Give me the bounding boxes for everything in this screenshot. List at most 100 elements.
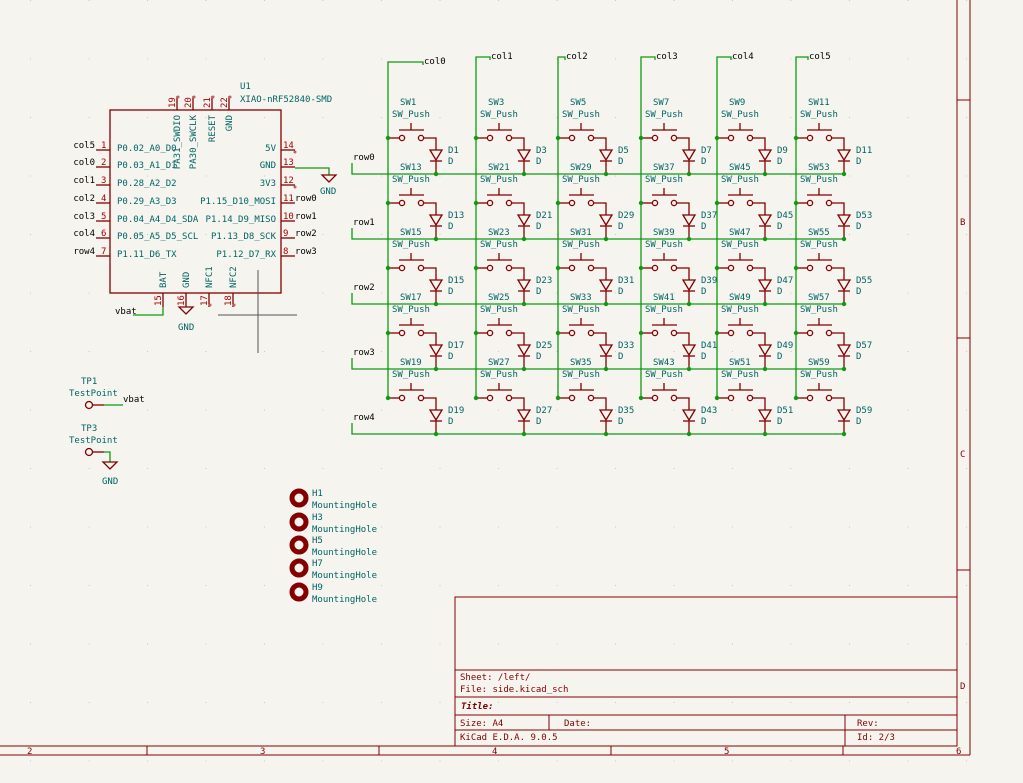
mcu-pin-left[interactable]: 2 P0.03_A1_D1 col0: [73, 158, 176, 171]
diode-value: D: [701, 157, 706, 167]
border-column-label: 4: [492, 747, 497, 757]
key-switch-cell[interactable]: SW7 SW_Push D7D: [638, 98, 712, 177]
mcu-pin-top[interactable]: 20 PA30_SWCLK: [184, 95, 199, 170]
switch-reference: SW51: [729, 358, 751, 368]
column-net-col4[interactable]: col4: [716, 52, 754, 398]
grid-dot: [88, 526, 90, 528]
mcu-pin-left[interactable]: 7 P1.11_D6_TX row4: [73, 247, 177, 260]
mcu-pin-left[interactable]: 5 P0.04_A4_D4_SDA col3: [73, 212, 199, 225]
mcu-pin-right[interactable]: 12 3V3: [260, 176, 297, 189]
row-net-row0[interactable]: row0: [351, 153, 844, 175]
diode-value: D: [536, 157, 541, 167]
column-net-col1[interactable]: col1: [475, 52, 513, 398]
mounting-hole[interactable]: H3 MountingHole: [289, 512, 377, 535]
mcu-symbol[interactable]: U1 XIAO-nRF52840-SMD 1 P0.02_A0_D0 col5 2 P0.0…: [73, 82, 338, 333]
mcu-pin-top[interactable]: 19 PA31_SWDIO: [168, 95, 183, 170]
mounting-hole[interactable]: H5 MountingHole: [289, 535, 377, 558]
grid-dot: [147, 351, 148, 352]
row-net-row2[interactable]: row2: [351, 283, 844, 305]
grid-dot: [264, 175, 265, 177]
mcu-pin-right[interactable]: 10 P1.14_D9_MISO row1: [206, 212, 317, 225]
mcu-pin-bottom[interactable]: 15 BAT: [154, 271, 169, 307]
mounting-hole[interactable]: H1 MountingHole: [289, 488, 377, 511]
grid-dot: [30, 117, 31, 118]
key-switch-cell[interactable]: SW9 SW_Push D9D: [714, 98, 788, 177]
mounting-hole[interactable]: H7 MountingHole: [289, 558, 377, 581]
key-switch-cell[interactable]: SW3 SW_Push D3D: [473, 98, 547, 177]
switch-value: SW_Push: [392, 175, 430, 185]
switch-pin: [424, 137, 437, 150]
row-net-row4[interactable]: row4: [351, 413, 844, 435]
mcu-pin-right[interactable]: 8 P1.12_D7_RX row3: [216, 247, 316, 260]
grid-dot: [849, 0, 850, 1]
grid-dot: [849, 760, 850, 762]
grid-dot: [498, 234, 499, 235]
mcu-pin-top[interactable]: 21 RESET: [203, 95, 218, 143]
switch-reference: SW39: [653, 228, 675, 238]
mcu-pin-left[interactable]: 6 P0.05_A5_D5_SCL col4: [73, 229, 198, 242]
mcu-pin-left[interactable]: 4 P0.29_A3_D3 col2: [73, 194, 176, 207]
mounting-hole-reference: H7: [312, 559, 323, 569]
grid-dot: [205, 0, 207, 1]
key-switch-cell[interactable]: SW1 SW_Push D1D: [385, 98, 459, 177]
row-net-row3[interactable]: row3: [351, 348, 844, 370]
gnd-label: GND: [320, 187, 336, 197]
column-net-col2[interactable]: col2: [557, 52, 588, 398]
push-switch-icon: [796, 123, 845, 150]
mounting-hole[interactable]: H9 MountingHole: [289, 582, 377, 605]
mcu-pin-left[interactable]: 3 P0.28_A2_D2 col1: [73, 176, 176, 189]
mcu-pin-right[interactable]: 14 5V: [265, 141, 297, 154]
testpoint-TP3[interactable]: TP3 TestPoint GND: [69, 424, 119, 487]
junction-dot: [638, 395, 644, 401]
column-net-col0[interactable]: col0: [387, 57, 446, 398]
grid-dot: [88, 117, 90, 118]
grid-dot: [30, 409, 31, 411]
mcu-pin-bottom[interactable]: 18 NFC2: [224, 266, 239, 307]
switch-pin: [424, 332, 437, 345]
mcu-pin-top[interactable]: 22 GND: [220, 95, 235, 132]
mcu-pin-right[interactable]: 11 P1.15_D10_MOSI row0: [200, 194, 317, 207]
mcu-pin-right[interactable]: 13 GND: [260, 158, 295, 171]
column-net-col5[interactable]: col5: [795, 52, 831, 398]
junction-dot: [385, 135, 391, 141]
column-net-col3[interactable]: col3: [640, 52, 678, 398]
mcu-pin-bottom[interactable]: 17 NFC1: [200, 266, 215, 307]
mcu-pin-left[interactable]: 1 P0.02_A0_D0 col5: [73, 141, 176, 154]
diode-icon: [836, 279, 852, 304]
mcu-pin-bottom[interactable]: 16 GND: [177, 272, 192, 307]
key-switch-cell[interactable]: SW5 SW_Push D5D: [555, 98, 629, 177]
mcu-pin-right[interactable]: 9 P1.13_D8_SCK row2: [211, 229, 317, 242]
testpoint-TP1[interactable]: TP1 TestPoint vbat: [69, 377, 145, 410]
junction-dot: [433, 236, 439, 242]
title-label: Title:: [461, 701, 494, 712]
switch-reference: SW25: [488, 293, 510, 303]
row-net-row1[interactable]: row1: [351, 218, 844, 240]
